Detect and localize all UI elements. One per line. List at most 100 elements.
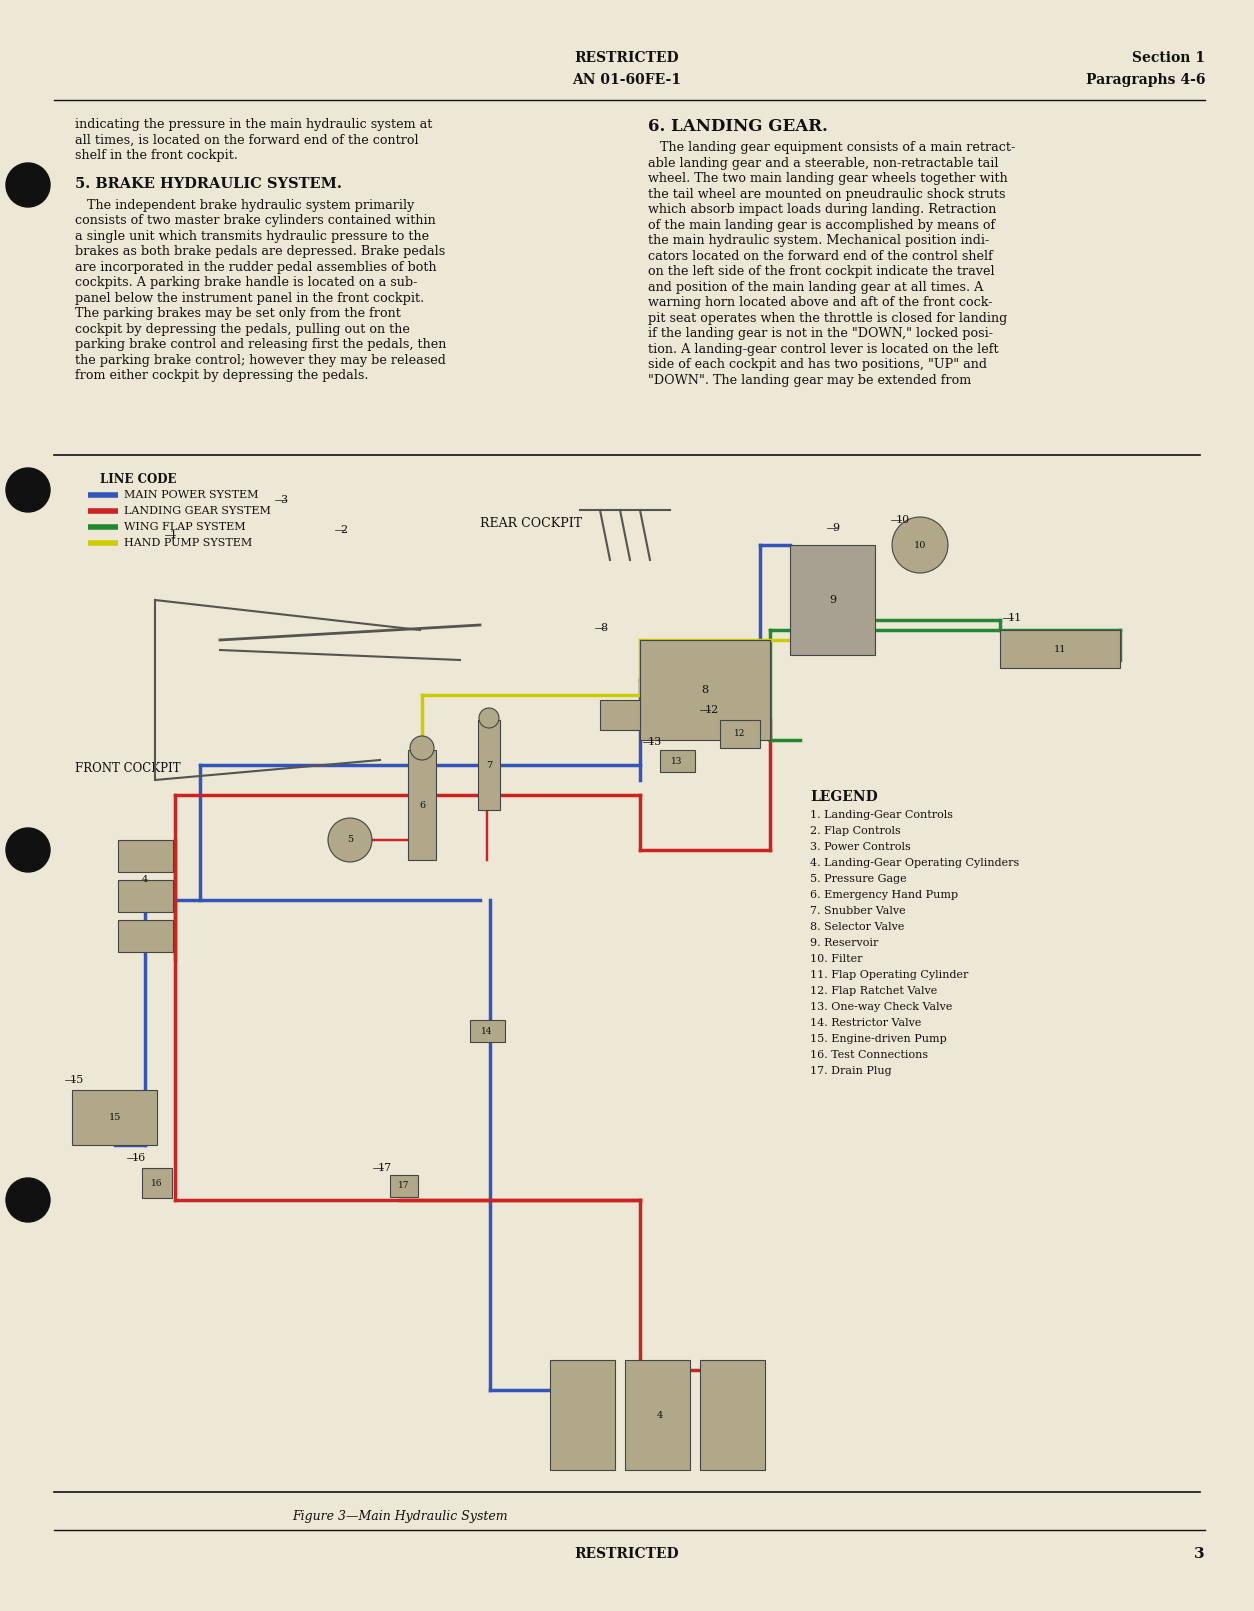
Text: 10: 10 [897,516,910,525]
Text: 9: 9 [829,594,836,606]
Text: 3. Power Controls: 3. Power Controls [810,843,910,852]
Text: 11. Flap Operating Cylinder: 11. Flap Operating Cylinder [810,970,968,979]
Text: 2: 2 [340,525,347,535]
Text: FRONT COCKPIT: FRONT COCKPIT [75,762,181,775]
Text: 15. Engine-driven Pump: 15. Engine-driven Pump [810,1034,947,1044]
Text: LANDING GEAR SYSTEM: LANDING GEAR SYSTEM [124,506,271,516]
Text: all times, is located on the forward end of the control: all times, is located on the forward end… [75,134,419,147]
Text: 5. BRAKE HYDRAULIC SYSTEM.: 5. BRAKE HYDRAULIC SYSTEM. [75,177,342,190]
Text: 4: 4 [142,875,148,884]
Text: WING FLAP SYSTEM: WING FLAP SYSTEM [124,522,246,532]
Text: warning horn located above and aft of the front cock-: warning horn located above and aft of th… [648,296,992,309]
Bar [640,640,770,739]
Text: shelf in the front cockpit.: shelf in the front cockpit. [75,148,238,163]
Text: RESTRICTED: RESTRICTED [574,1547,680,1561]
Bar [624,1360,690,1469]
Bar [660,751,695,772]
Circle shape [329,818,372,862]
Text: 13: 13 [648,736,662,748]
Text: HAND PUMP SYSTEM: HAND PUMP SYSTEM [124,538,252,548]
Text: 12: 12 [735,730,746,738]
Text: 16. Test Connections: 16. Test Connections [810,1050,928,1060]
Text: 13. One-way Check Valve: 13. One-way Check Valve [810,1002,952,1012]
Text: Paragraphs 4-6: Paragraphs 4-6 [1086,72,1205,87]
Circle shape [6,469,50,512]
Text: "DOWN". The landing gear may be extended from: "DOWN". The landing gear may be extended… [648,374,972,387]
Circle shape [410,736,434,760]
Text: consists of two master brake cylinders contained within: consists of two master brake cylinders c… [75,214,435,227]
Text: the main hydraulic system. Mechanical position indi-: the main hydraulic system. Mechanical po… [648,234,989,246]
Bar [118,880,173,912]
Text: 14. Restrictor Valve: 14. Restrictor Valve [810,1018,922,1028]
Bar [390,1174,418,1197]
Bar [551,1360,614,1469]
Text: 17: 17 [377,1163,393,1173]
Bar [142,1168,172,1199]
Text: 12: 12 [705,706,720,715]
Text: LEGEND: LEGEND [810,789,878,804]
Text: 15: 15 [109,1113,122,1121]
Text: 16: 16 [132,1153,147,1163]
Bar [700,1360,765,1469]
Text: 3: 3 [280,495,287,504]
Text: 1. Landing-Gear Controls: 1. Landing-Gear Controls [810,810,953,820]
Text: MAIN POWER SYSTEM: MAIN POWER SYSTEM [124,490,258,499]
Text: Figure 3—Main Hydraulic System: Figure 3—Main Hydraulic System [292,1510,508,1522]
Circle shape [6,163,50,206]
Text: 13: 13 [671,757,682,765]
Text: the tail wheel are mounted on pneudraulic shock struts: the tail wheel are mounted on pneudrauli… [648,188,1006,201]
Text: 5. Pressure Gage: 5. Pressure Gage [810,875,907,884]
Text: 6. LANDING GEAR.: 6. LANDING GEAR. [648,118,828,135]
Text: 3: 3 [1194,1547,1205,1561]
Bar [599,701,640,730]
Circle shape [892,517,948,574]
Text: 16: 16 [152,1179,163,1187]
Text: on the left side of the front cockpit indicate the travel: on the left side of the front cockpit in… [648,266,994,279]
Text: LINE CODE: LINE CODE [100,474,177,487]
Text: RESTRICTED: RESTRICTED [574,52,680,64]
Text: cockpit by depressing the pedals, pulling out on the: cockpit by depressing the pedals, pullin… [75,322,410,335]
Text: 8: 8 [599,623,607,633]
Text: 5: 5 [347,836,354,844]
Text: 7. Snubber Valve: 7. Snubber Valve [810,905,905,917]
Text: a single unit which transmits hydraulic pressure to the: a single unit which transmits hydraulic … [75,230,429,243]
Circle shape [479,707,499,728]
Text: if the landing gear is not in the "DOWN," locked posi-: if the landing gear is not in the "DOWN,… [648,327,993,340]
Text: The landing gear equipment consists of a main retract-: The landing gear equipment consists of a… [648,142,1016,155]
Text: side of each cockpit and has two positions, "UP" and: side of each cockpit and has two positio… [648,358,987,371]
Text: AN 01-60FE-1: AN 01-60FE-1 [573,72,681,87]
Text: and position of the main landing gear at all times. A: and position of the main landing gear at… [648,280,983,293]
Text: wheel. The two main landing gear wheels together with: wheel. The two main landing gear wheels … [648,172,1008,185]
Text: 8. Selector Valve: 8. Selector Valve [810,921,904,933]
Text: parking brake control and releasing first the pedals, then: parking brake control and releasing firs… [75,338,446,351]
Bar [408,751,436,860]
Text: 6. Emergency Hand Pump: 6. Emergency Hand Pump [810,889,958,901]
Text: which absorb impact loads during landing. Retraction: which absorb impact loads during landing… [648,203,997,216]
Bar [71,1091,157,1145]
Text: 9. Reservoir: 9. Reservoir [810,938,878,947]
Text: The independent brake hydraulic system primarily: The independent brake hydraulic system p… [75,198,414,211]
Text: indicating the pressure in the main hydraulic system at: indicating the pressure in the main hydr… [75,118,433,130]
Text: from either cockpit by depressing the pedals.: from either cockpit by depressing the pe… [75,369,369,382]
Bar [118,839,173,872]
Text: of the main landing gear is accomplished by means of: of the main landing gear is accomplished… [648,219,996,232]
Text: 6: 6 [419,801,425,809]
Text: 10: 10 [914,541,927,549]
Text: 4. Landing-Gear Operating Cylinders: 4. Landing-Gear Operating Cylinders [810,859,1020,868]
Bar [999,630,1120,669]
Text: 11: 11 [1008,614,1022,623]
Text: 9: 9 [831,524,839,533]
Text: 17. Drain Plug: 17. Drain Plug [810,1066,892,1076]
Text: 1: 1 [171,530,177,540]
Text: pit seat operates when the throttle is closed for landing: pit seat operates when the throttle is c… [648,313,1007,325]
Bar [790,545,875,656]
Text: 15: 15 [70,1075,84,1084]
Text: cockpits. A parking brake handle is located on a sub-: cockpits. A parking brake handle is loca… [75,275,418,288]
Text: 14: 14 [482,1026,493,1036]
Text: 10. Filter: 10. Filter [810,954,863,963]
Text: The parking brakes may be set only from the front: The parking brakes may be set only from … [75,308,401,321]
Text: the parking brake control; however they may be released: the parking brake control; however they … [75,353,446,367]
Text: are incorporated in the rudder pedal assemblies of both: are incorporated in the rudder pedal ass… [75,261,436,274]
Bar [720,720,760,748]
Bar [470,1020,505,1042]
